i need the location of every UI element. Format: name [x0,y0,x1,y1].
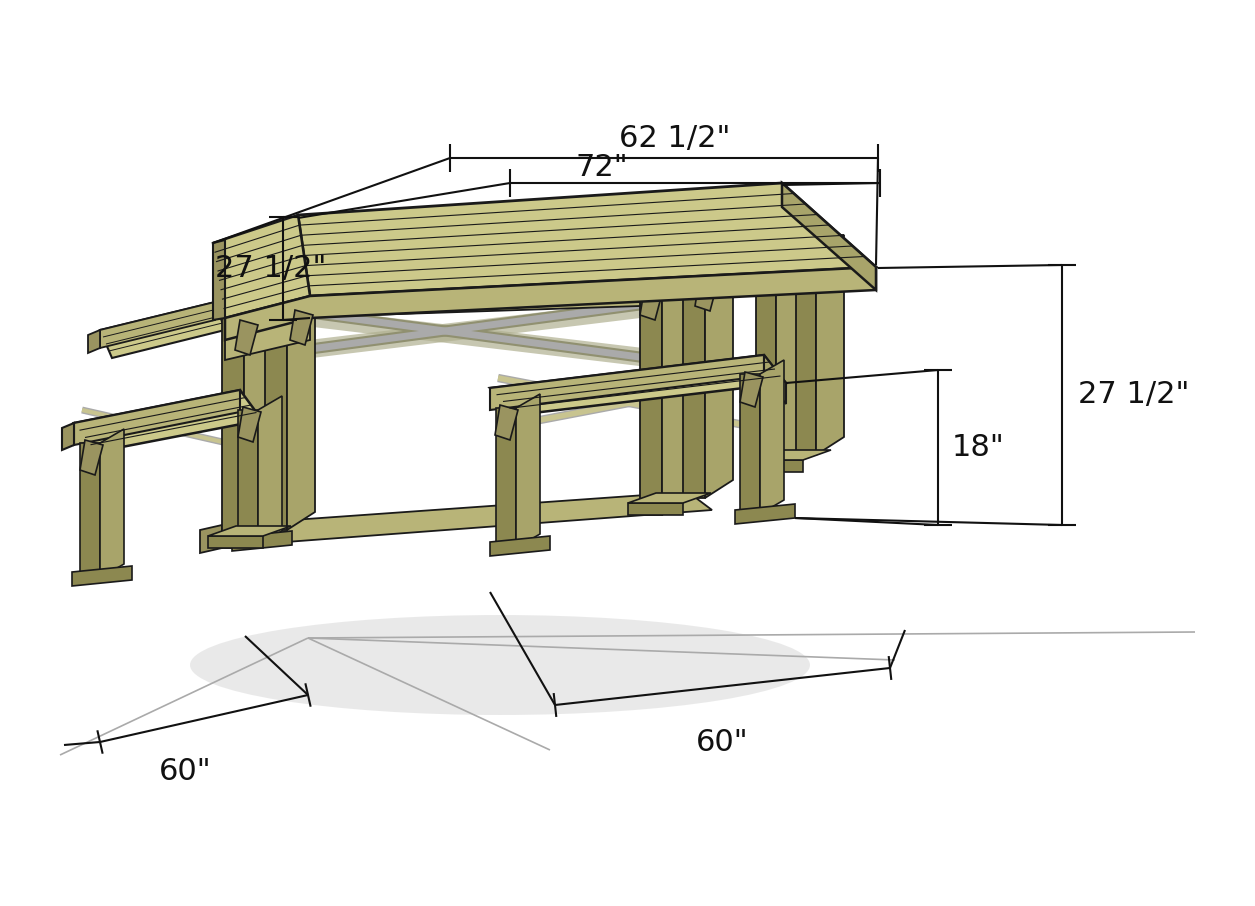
Polygon shape [213,215,310,318]
Polygon shape [225,267,876,340]
Polygon shape [232,531,292,551]
Polygon shape [683,258,733,276]
Polygon shape [208,536,264,548]
Polygon shape [748,450,831,460]
Polygon shape [661,267,690,515]
Polygon shape [764,355,786,404]
Polygon shape [100,302,225,358]
Ellipse shape [190,615,809,715]
Polygon shape [640,285,663,320]
Polygon shape [748,460,803,472]
Polygon shape [238,407,261,442]
Polygon shape [290,310,312,345]
Polygon shape [259,396,282,545]
Polygon shape [100,429,124,578]
Polygon shape [735,504,794,524]
Text: 62 1/2": 62 1/2" [619,123,730,152]
Polygon shape [816,235,845,455]
Text: 60": 60" [695,728,748,757]
Polygon shape [310,285,640,317]
Polygon shape [222,492,712,545]
Polygon shape [489,355,764,410]
Polygon shape [640,267,690,285]
Polygon shape [756,262,776,472]
Polygon shape [265,290,315,308]
Polygon shape [761,360,784,514]
Polygon shape [225,298,665,368]
Polygon shape [776,244,804,472]
Polygon shape [496,408,516,548]
Polygon shape [61,423,74,450]
Polygon shape [213,240,225,320]
Text: 72": 72" [575,152,628,181]
Polygon shape [796,235,845,253]
Polygon shape [238,410,259,545]
Polygon shape [683,276,705,498]
Polygon shape [297,183,876,296]
Polygon shape [494,405,518,440]
Polygon shape [72,566,132,586]
Polygon shape [222,318,243,548]
Polygon shape [80,440,103,475]
Polygon shape [695,276,718,311]
Polygon shape [100,302,215,348]
Polygon shape [628,493,712,503]
Polygon shape [80,443,100,578]
Polygon shape [489,355,786,415]
Polygon shape [265,308,287,530]
Polygon shape [740,372,763,407]
Text: 27 1/2": 27 1/2" [215,254,326,283]
Polygon shape [796,253,816,455]
Polygon shape [74,390,262,452]
Polygon shape [756,244,804,262]
Text: 60": 60" [158,757,211,786]
Text: 27 1/2": 27 1/2" [1078,381,1190,410]
Polygon shape [489,536,550,556]
Text: 18": 18" [953,432,1005,461]
Polygon shape [235,320,259,355]
Polygon shape [516,394,540,548]
Polygon shape [628,503,683,515]
Polygon shape [287,290,315,530]
Polygon shape [782,183,876,290]
Polygon shape [740,374,761,514]
Polygon shape [221,298,660,368]
Polygon shape [208,526,291,536]
Polygon shape [705,258,733,498]
Polygon shape [225,296,310,360]
Polygon shape [88,330,100,353]
Polygon shape [74,390,240,445]
Polygon shape [640,285,661,515]
Polygon shape [222,300,272,318]
Polygon shape [200,525,222,553]
Polygon shape [243,300,272,548]
